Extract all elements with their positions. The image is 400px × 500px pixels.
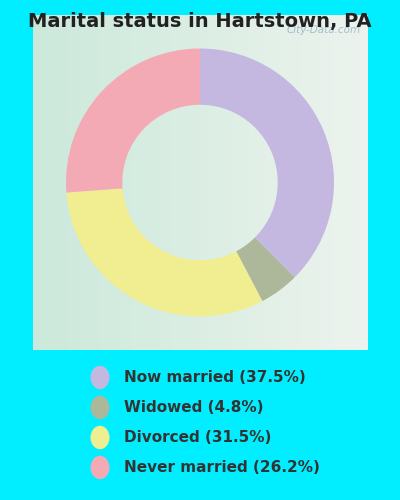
- Text: Now married (37.5%): Now married (37.5%): [124, 370, 306, 385]
- Wedge shape: [236, 238, 295, 301]
- Text: Widowed (4.8%): Widowed (4.8%): [124, 400, 264, 415]
- Text: Never married (26.2%): Never married (26.2%): [124, 460, 320, 475]
- Wedge shape: [66, 48, 200, 193]
- Text: Marital status in Hartstown, PA: Marital status in Hartstown, PA: [28, 12, 372, 32]
- Wedge shape: [200, 48, 334, 278]
- Text: City-Data.com: City-Data.com: [287, 25, 361, 35]
- Text: Divorced (31.5%): Divorced (31.5%): [124, 430, 271, 445]
- Wedge shape: [66, 188, 262, 316]
